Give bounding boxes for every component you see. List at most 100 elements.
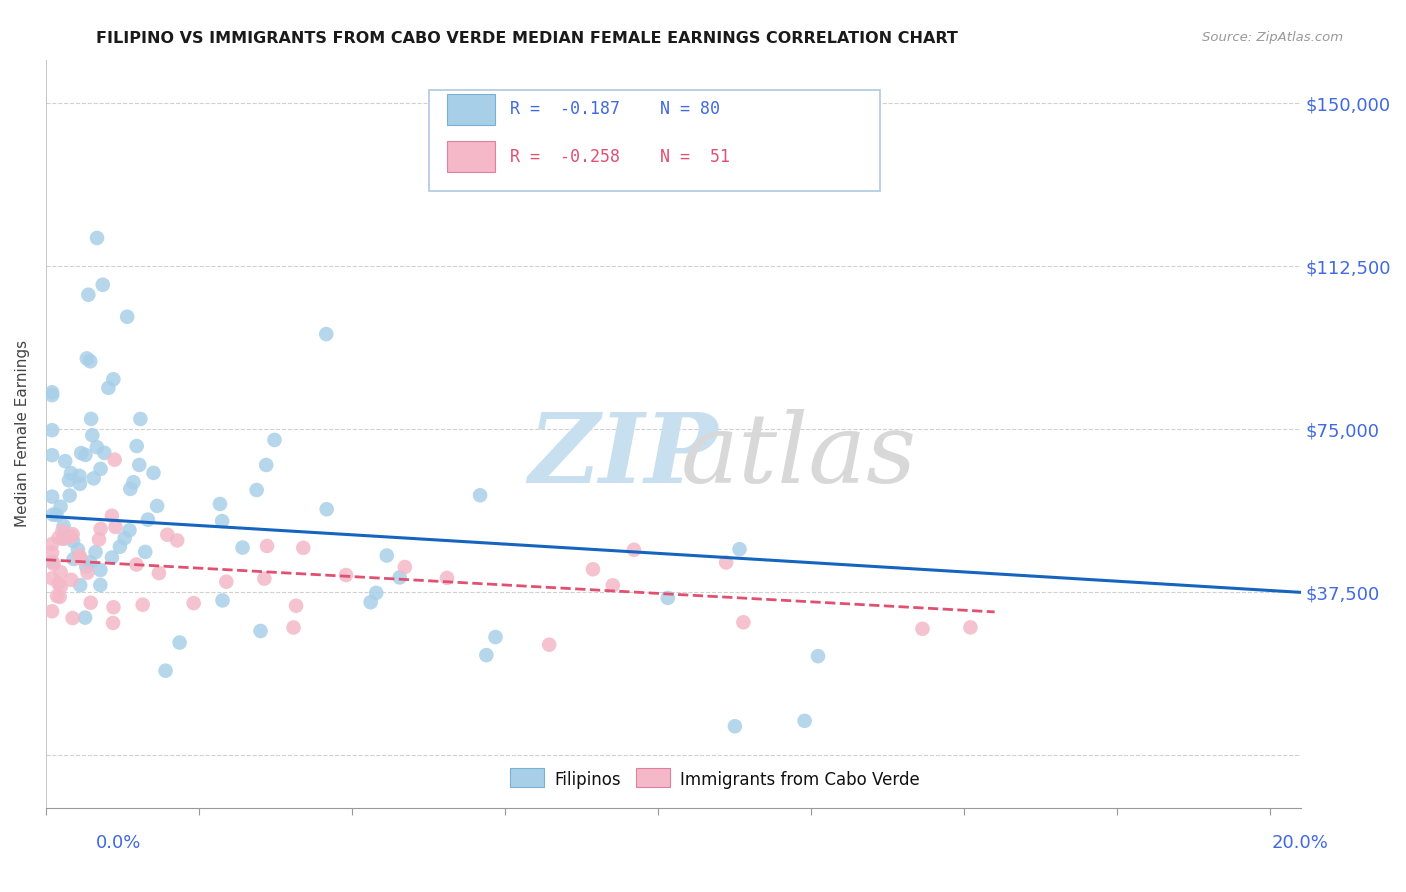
Point [118,523,141,537]
Point [292,541,315,555]
Point [86,231,108,245]
Point [315,502,337,516]
Point [263,433,285,447]
Point [475,648,498,662]
Point [103,372,125,386]
Point [75,559,97,574]
Point [246,483,269,497]
Point [69,551,91,566]
Point [120,482,142,496]
Point [623,542,645,557]
Point [657,591,679,605]
Point [468,488,491,502]
Point [959,620,981,634]
Point [46,589,69,603]
Point [49,565,72,579]
Point [60,573,83,587]
Point [148,566,170,581]
Point [41,555,63,569]
Point [69,476,91,491]
Point [285,599,308,613]
Point [48,531,70,545]
Point [169,635,191,649]
Point [394,560,416,574]
Point [76,566,98,580]
Point [69,549,91,563]
Point [249,624,271,638]
Point [484,630,506,644]
Point [52,532,75,546]
Point [283,620,305,634]
Point [128,458,150,472]
Point [253,572,276,586]
FancyBboxPatch shape [429,89,880,191]
Point [83,471,105,485]
Point [41,604,63,618]
Point [48,590,70,604]
Point [724,719,747,733]
Point [108,540,131,554]
Point [41,537,63,551]
Point [335,568,357,582]
Point [125,439,148,453]
Point [62,552,84,566]
Point [41,448,63,462]
FancyBboxPatch shape [636,768,669,787]
Point [62,533,84,548]
Point [62,611,84,625]
Text: Source: ZipAtlas.com: Source: ZipAtlas.com [1202,31,1343,45]
Point [183,596,205,610]
Point [52,519,75,533]
Point [79,555,101,569]
Text: R =  -0.187    N = 80: R = -0.187 N = 80 [510,100,720,119]
Point [59,489,82,503]
Point [41,423,63,437]
FancyBboxPatch shape [510,768,544,787]
Point [125,558,148,572]
Point [86,440,108,454]
Point [375,549,398,563]
Point [89,578,111,592]
Point [156,527,179,541]
Point [101,550,124,565]
Point [131,598,153,612]
FancyBboxPatch shape [447,94,495,125]
Point [66,542,89,557]
Text: R =  -0.258    N =  51: R = -0.258 N = 51 [510,148,730,166]
Text: Immigrants from Cabo Verde: Immigrants from Cabo Verde [679,771,920,789]
Point [58,473,80,487]
Point [103,600,125,615]
Point [315,327,337,342]
Point [69,578,91,592]
Point [114,531,136,545]
Point [366,586,388,600]
Point [388,570,411,584]
Point [602,578,624,592]
Point [41,490,63,504]
Point [166,533,188,548]
Point [80,596,103,610]
Point [49,500,72,514]
Point [42,508,65,522]
Point [211,514,233,528]
Point [101,508,124,523]
Point [104,452,127,467]
Point [232,541,254,555]
Point [41,571,63,585]
Text: 20.0%: 20.0% [1272,834,1329,852]
Point [211,593,233,607]
Point [90,522,112,536]
Point [142,466,165,480]
Y-axis label: Median Female Earnings: Median Female Earnings [15,340,30,527]
Point [79,354,101,368]
Point [436,571,458,585]
Point [208,497,231,511]
Text: Filipinos: Filipinos [554,771,620,789]
Point [146,499,169,513]
Point [101,615,124,630]
Point [122,475,145,490]
Point [90,462,112,476]
Point [84,545,107,559]
Point [254,458,277,472]
Point [53,454,76,468]
